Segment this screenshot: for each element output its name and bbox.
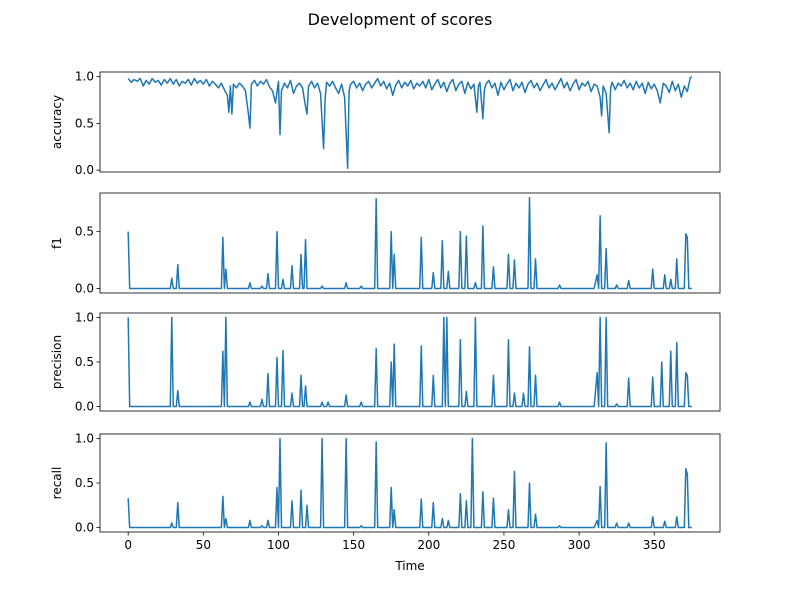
- accuracy-y-tick-label: 0.5: [75, 116, 94, 130]
- recall-series-line: [127, 437, 692, 529]
- x-axis-label: Time: [394, 559, 424, 573]
- accuracy-series-line: [127, 76, 693, 170]
- x-tick-label: 350: [643, 538, 666, 552]
- x-tick-label: 0: [124, 538, 132, 552]
- subplot-panels: 0.0 0.5 1.0 accuracy 0.0 0.5 f1 0.0 0.5 1.0 precis…: [50, 70, 721, 573]
- f1-series-line: [127, 196, 692, 290]
- recall-y-tick-label: 1.0: [75, 431, 94, 445]
- recall-y-tick-label: 0.5: [75, 476, 94, 490]
- precision-y-tick-label: 1.0: [75, 310, 94, 324]
- subplot-recall: 0.0 0.5 1.0 recall 0 50 100 150 200 250 300 350 Time: [50, 431, 721, 573]
- recall-y-axis-label: recall: [50, 467, 64, 500]
- x-tick-label: 100: [267, 538, 290, 552]
- x-tick-label: 250: [492, 538, 515, 552]
- x-tick-label: 150: [342, 538, 365, 552]
- precision-y-tick-label: 0.0: [75, 400, 94, 414]
- x-tick-label: 300: [568, 538, 591, 552]
- f1-y-axis-label: f1: [50, 237, 64, 249]
- precision-y-tick-label: 0.5: [75, 355, 94, 369]
- f1-y-tick-label: 0.5: [75, 225, 94, 239]
- subplot-f1: 0.0 0.5 f1: [50, 192, 721, 295]
- precision-y-axis-label: precision: [50, 335, 64, 389]
- accuracy-y-tick-label: 1.0: [75, 70, 94, 84]
- accuracy-y-tick-label: 0.0: [75, 163, 94, 177]
- recall-y-tick-label: 0.0: [75, 521, 94, 535]
- subplot-accuracy: 0.0 0.5 1.0 accuracy: [50, 70, 721, 177]
- x-tick-label: 200: [417, 538, 440, 552]
- precision-series-line: [127, 316, 692, 408]
- accuracy-y-axis-label: accuracy: [50, 95, 64, 149]
- f1-y-tick-label: 0.0: [75, 281, 94, 295]
- accuracy-axes-frame: [99, 71, 721, 173]
- chart-title: Development of scores: [308, 10, 493, 29]
- subplot-precision: 0.0 0.5 1.0 precision: [50, 310, 721, 414]
- f1-axes-frame: [99, 192, 721, 294]
- x-tick-label: 50: [196, 538, 211, 552]
